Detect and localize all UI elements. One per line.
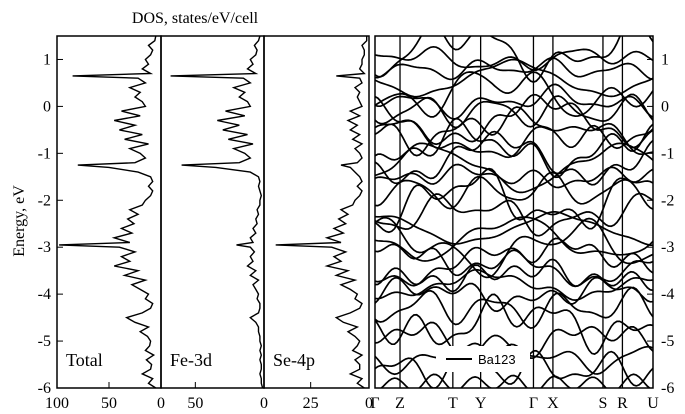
y-tick-label: -3 — [661, 239, 674, 256]
legend-label: Ba123 — [478, 352, 516, 367]
band-line — [375, 246, 653, 288]
x-tick-label: 100 — [45, 395, 69, 412]
y-tick-label: 0 — [661, 98, 669, 115]
band-line — [375, 216, 653, 279]
x-tick-label: 25 — [303, 395, 319, 412]
band-line — [375, 349, 653, 388]
band-line — [375, 268, 653, 301]
kpoint-label: S — [599, 395, 608, 412]
dos-panel-label: Total — [66, 350, 103, 370]
dos-curve — [170, 35, 264, 389]
y-tick-label: 1 — [661, 51, 669, 68]
x-tick-label: 0 — [157, 395, 165, 412]
band-line — [375, 45, 653, 71]
band-line — [375, 258, 653, 293]
y-tick-label: -4 — [661, 286, 674, 303]
y-tick-label: -5 — [38, 333, 51, 350]
dos-panel-label: Fe-3d — [170, 350, 212, 370]
y-tick-label: -3 — [38, 239, 51, 256]
band-line — [375, 83, 653, 120]
band-line — [375, 321, 653, 359]
x-tick-label: 50 — [101, 395, 117, 412]
kpoint-label: Y — [475, 395, 487, 412]
x-tick-label: 0 — [365, 395, 373, 412]
x-tick-label: 0 — [260, 395, 268, 412]
chart-title: DOS, states/eV/cell — [132, 10, 259, 27]
band-line — [375, 171, 653, 210]
y-tick-label: -2 — [661, 192, 674, 209]
band-panel-frame — [374, 35, 654, 389]
y-tick-label: -6 — [661, 380, 674, 397]
kpoint-label: T — [448, 395, 458, 412]
band-line — [375, 71, 653, 118]
kpoint-label: Γ — [529, 395, 538, 412]
band-line — [375, 192, 653, 237]
band-lines — [375, 36, 653, 388]
x-tick-label: 50 — [187, 395, 203, 412]
y-tick-label: -4 — [38, 286, 51, 303]
band-line — [375, 119, 653, 159]
y-tick-label: -1 — [38, 145, 51, 162]
dos-panel-frame — [160, 35, 265, 389]
dos-curve — [59, 35, 157, 389]
y-tick-label: 1 — [43, 51, 51, 68]
y-tick-label: -2 — [38, 192, 51, 209]
band-line — [375, 130, 653, 186]
band-line — [375, 142, 653, 194]
kpoint-label: Γ — [370, 395, 379, 412]
band-line — [375, 216, 653, 262]
dos-panel: Fe-3d 50 0 — [160, 35, 268, 412]
band-line — [379, 373, 652, 388]
band-line — [375, 167, 653, 234]
band-line — [375, 36, 653, 84]
dos-panel-label: Se-4p — [273, 350, 315, 370]
band-line — [375, 57, 653, 81]
kpoint-label: X — [547, 395, 559, 412]
y-axis-label: Energy, eV — [11, 185, 28, 257]
band-line — [375, 117, 653, 179]
dos-panel: Se-4p 25 0 — [263, 35, 373, 412]
dos-panel-frame — [263, 35, 370, 389]
band-line — [375, 286, 653, 329]
kpoint-label: U — [647, 395, 659, 412]
y-tick-label: -1 — [661, 145, 674, 162]
band-line — [375, 58, 653, 98]
dos-panel: Total 100 50 0 -6 -5 -4 -3 -2 -1 0 1 — [38, 35, 165, 412]
band-line — [375, 93, 653, 129]
dos-curve — [275, 36, 368, 389]
dos-panels: Total 100 50 0 -6 -5 -4 -3 -2 -1 0 1 Fe-3d 50 0 Se-4p 25… — [38, 35, 373, 412]
kpoint-label: Z — [395, 395, 405, 412]
y-tick-label: -6 — [38, 380, 51, 397]
band-line — [375, 293, 653, 356]
band-line — [375, 163, 653, 189]
band-line — [375, 211, 653, 247]
band-line — [375, 237, 653, 277]
y-tick-label: 0 — [43, 98, 51, 115]
band-line — [375, 106, 653, 157]
y-tick-label: -5 — [661, 333, 674, 350]
kpoint-label: R — [617, 395, 628, 412]
band-line — [375, 93, 653, 149]
